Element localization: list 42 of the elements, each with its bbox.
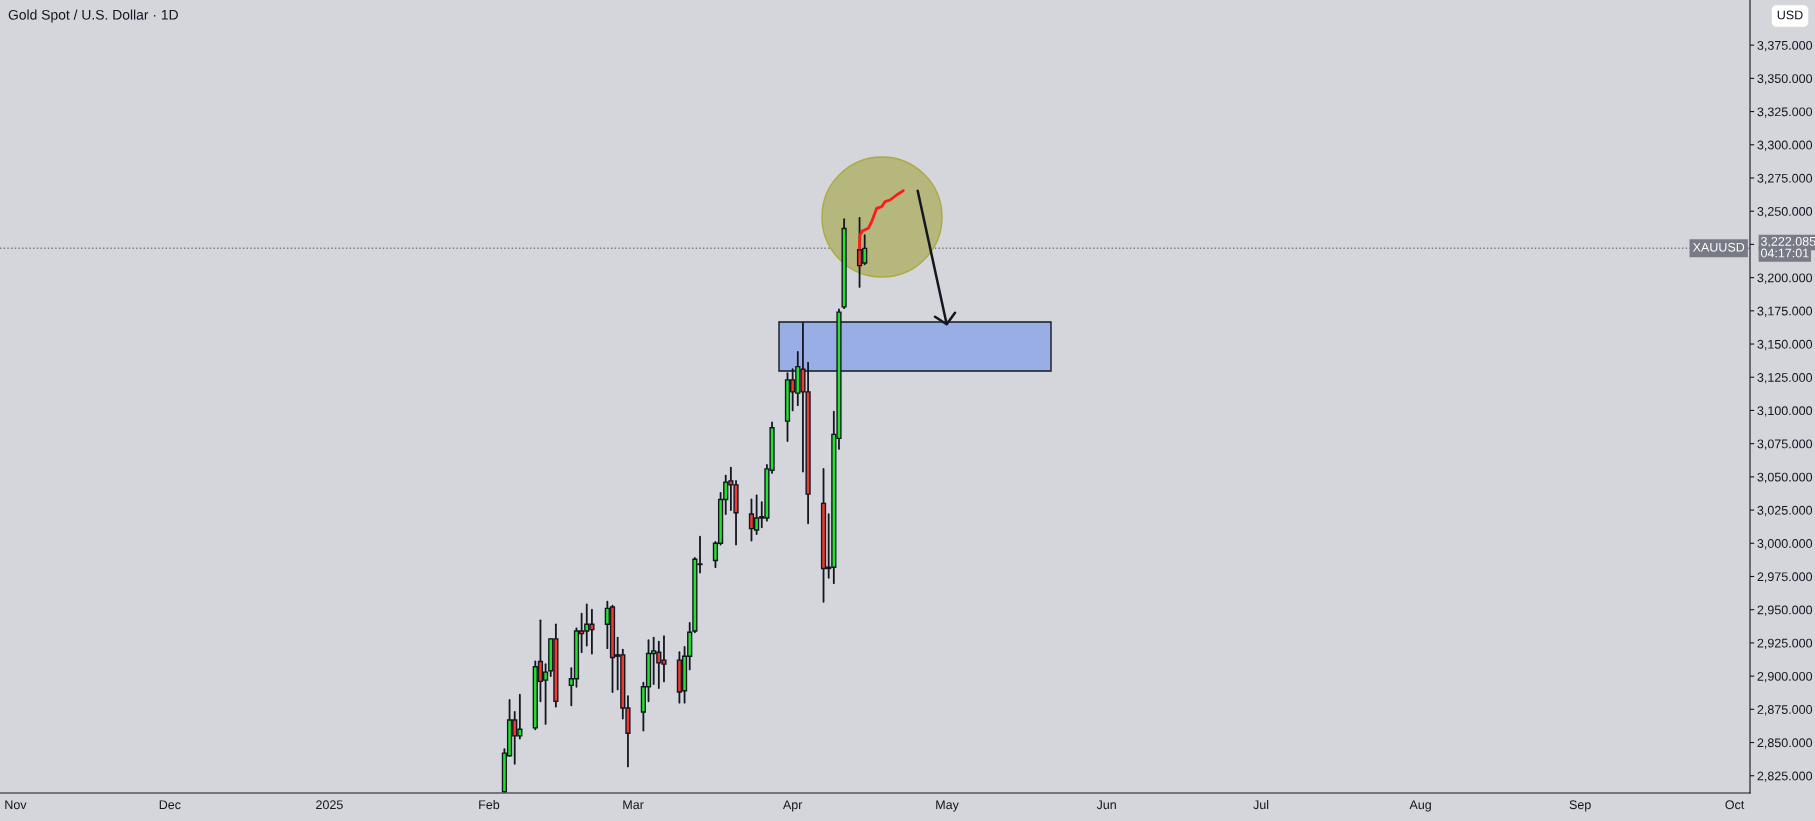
x-tick-label: Oct xyxy=(1725,800,1745,810)
y-tick-label: 3,075.000 xyxy=(1757,439,1813,450)
y-tick-label: 2,900.000 xyxy=(1757,671,1813,683)
y-tick-label: 2,875.000 xyxy=(1757,705,1813,716)
y-tick-label: 3,025.000 xyxy=(1757,505,1813,517)
x-tick-label: Feb xyxy=(479,799,500,810)
x-tick-label: Aug xyxy=(1409,800,1431,812)
x-tick-label: Dec xyxy=(159,800,181,810)
y-tick-label: 3,150.000 xyxy=(1757,339,1813,351)
y-tick-label: 3,250.000 xyxy=(1757,207,1813,218)
x-tick-label: Nov xyxy=(5,800,27,810)
y-tick-label: 3,375.000 xyxy=(1757,40,1813,52)
y-tick-label: 2,950.000 xyxy=(1757,605,1813,616)
y-tick-label: 2,850.000 xyxy=(1757,738,1813,749)
x-tick-label: May xyxy=(936,800,959,812)
y-tick-label: 3,325.000 xyxy=(1757,107,1813,118)
x-tick-label: Mar xyxy=(623,800,644,810)
y-tick-label: 2,975.000 xyxy=(1757,572,1813,583)
y-tick-label: 3,175.000 xyxy=(1757,306,1813,317)
candlestick xyxy=(748,498,755,542)
y-tick-label: 2,825.000 xyxy=(1757,771,1813,782)
text: 04:17:01 xyxy=(1760,248,1809,258)
candlestick xyxy=(542,663,549,725)
text: USD xyxy=(1777,10,1803,20)
text: Gold Spot / U.S. Dollar · 1D xyxy=(8,9,178,23)
y-tick-label: 3,125.000 xyxy=(1757,373,1813,384)
y-tick-label: 3,200.000 xyxy=(1757,273,1813,284)
y-tick-label: 3,350.000 xyxy=(1757,74,1813,85)
y-tick-label: 3,100.000 xyxy=(1757,406,1813,417)
x-tick-label: Sep xyxy=(1569,800,1591,812)
text: 3,222.085 xyxy=(1760,236,1815,248)
y-tick-label: 3,050.000 xyxy=(1757,472,1813,483)
candlestick xyxy=(753,494,760,535)
x-tick-label: Jul xyxy=(1253,799,1269,810)
ref-line-label: XAUUSD xyxy=(1692,242,1745,252)
x-tick-label: Apr xyxy=(782,800,803,812)
x-tick-label: 2025 xyxy=(316,800,343,810)
y-tick-label: 2,925.000 xyxy=(1757,638,1813,650)
y-tick-label: 3,300.000 xyxy=(1757,140,1813,151)
x-tick-label: Jun xyxy=(1096,800,1116,810)
y-tick-label: 3,000.000 xyxy=(1757,539,1813,550)
y-tick-label: 3,275.000 xyxy=(1757,173,1813,185)
